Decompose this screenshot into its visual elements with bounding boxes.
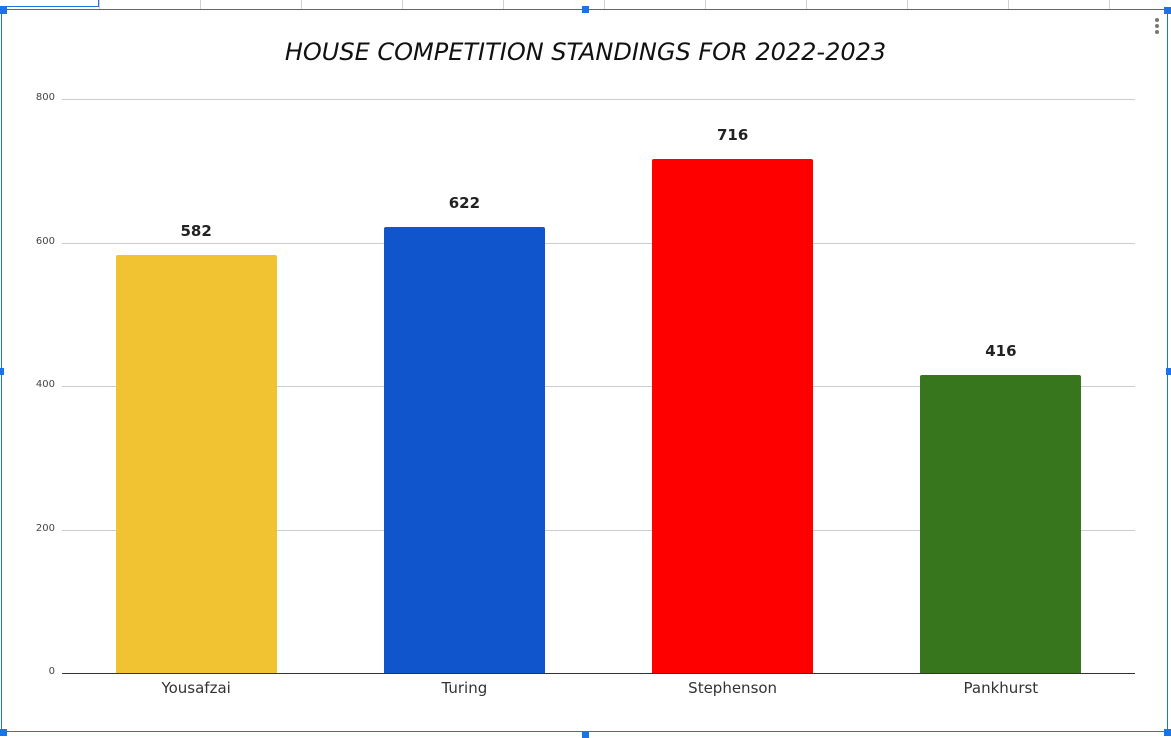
column-divider — [1109, 0, 1110, 9]
column-divider — [99, 0, 100, 9]
resize-handle-bottom-left[interactable] — [0, 729, 7, 736]
column-divider — [503, 0, 504, 9]
resize-handle-left[interactable] — [0, 368, 4, 375]
gridline — [62, 529, 1135, 531]
selected-cell[interactable] — [0, 0, 99, 7]
x-tick-label: Yousafzai — [161, 679, 231, 697]
column-divider — [806, 0, 807, 9]
resize-handle-top[interactable] — [582, 6, 589, 13]
column-divider — [402, 0, 403, 9]
gridline — [62, 99, 1135, 100]
gridline — [62, 242, 1135, 244]
resize-handle-top-left[interactable] — [0, 7, 7, 14]
column-divider — [200, 0, 201, 9]
y-tick-label: 400 — [35, 379, 55, 390]
x-tick-label: Stephenson — [688, 679, 778, 697]
resize-handle-bottom[interactable] — [582, 731, 589, 738]
y-tick-label: 800 — [35, 92, 55, 103]
y-tick-label: 0 — [48, 666, 55, 677]
bar-stephenson[interactable] — [652, 159, 814, 673]
column-divider — [301, 0, 302, 9]
column-divider — [907, 0, 908, 9]
bar-turing[interactable] — [383, 226, 545, 673]
resize-handle-bottom-right[interactable] — [1164, 729, 1171, 736]
data-label: 716 — [716, 126, 749, 145]
gridline — [62, 386, 1135, 387]
x-axis-baseline — [62, 673, 1135, 674]
bar-yousafzai[interactable] — [115, 255, 277, 673]
resize-handle-right[interactable] — [1166, 368, 1171, 375]
y-tick-label: 600 — [35, 235, 55, 247]
data-label: 416 — [985, 341, 1017, 360]
data-label: 582 — [180, 222, 212, 241]
more-vert-icon[interactable] — [1152, 16, 1162, 36]
column-divider — [1008, 0, 1009, 9]
x-tick-label: Turing — [441, 679, 488, 697]
chart-title: HOUSE COMPETITION STANDINGS FOR 2022-202… — [284, 38, 887, 66]
resize-handle-top-right[interactable] — [1164, 7, 1171, 14]
data-label: 622 — [448, 193, 481, 212]
column-divider — [705, 0, 706, 9]
column-divider — [604, 0, 605, 9]
bar-pankhurst[interactable] — [920, 374, 1082, 673]
x-tick-label: Pankhurst — [963, 679, 1039, 697]
y-tick-label: 200 — [35, 522, 55, 534]
plot-area: 0 200 400 600 800 582 Yousafzai 622 Turing 716 Ste… — [36, 92, 1135, 697]
